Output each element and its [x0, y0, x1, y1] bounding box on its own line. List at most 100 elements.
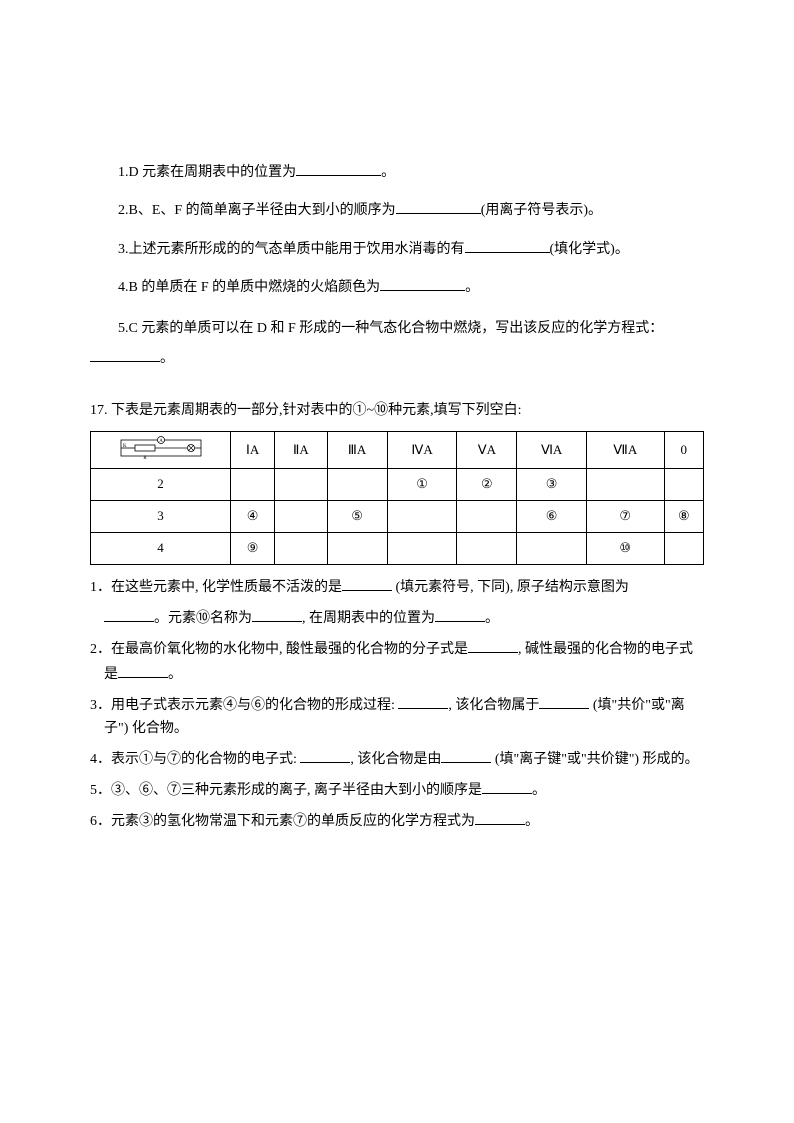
- q4-text-before: 4.B 的单质在 F 的单质中燃烧的火焰颜色为: [118, 280, 380, 295]
- q2-text-after: (用离子符号表示)。: [481, 203, 602, 218]
- sub-question-3: 3．用电子式表示元素④与⑥的化合物的形成过程: , 该化合物属于 (填"共价"或…: [90, 693, 704, 742]
- sub1-text-d: , 在周期表中的位置为: [302, 611, 435, 626]
- cell: ④: [231, 501, 275, 533]
- cell: ⑩: [586, 533, 664, 565]
- q3-blank: [465, 237, 550, 253]
- table-header-row: A R K ⅠA ⅡA ⅢA ⅣA ⅤA ⅥA ⅦA 0: [91, 431, 704, 469]
- q4-blank: [380, 275, 465, 291]
- cell: ②: [457, 469, 517, 501]
- q5-text-before: 5.C 元素的单质可以在 D 和 F 形成的一种气态化合物中燃烧，写出该反应的化…: [118, 321, 663, 336]
- sub2-text-c: 。: [168, 667, 182, 682]
- sub1-text-b: (填元素符号, 下同), 原子结构示意图为: [392, 580, 629, 595]
- table-row: 4 ⑨ ⑩: [91, 533, 704, 565]
- q1-text-before: 1.D 元素在周期表中的位置为: [118, 165, 296, 180]
- cell: ⑦: [586, 501, 664, 533]
- period-cell: 2: [91, 469, 231, 501]
- question-2: 2.B、E、F 的简单离子半径由大到小的顺序为 (用离子符号表示)。: [90, 198, 704, 222]
- question-4: 4.B 的单质在 F 的单质中燃烧的火焰颜色为 。: [90, 275, 704, 299]
- cell: [327, 469, 387, 501]
- cell: ⑥: [517, 501, 587, 533]
- cell: [275, 533, 327, 565]
- q5-blank: [90, 346, 160, 362]
- sub1-text-c: 。元素⑩名称为: [154, 611, 252, 626]
- question-17: 17. 下表是元素周期表的一部分,针对表中的①~⑩种元素,填写下列空白: A R…: [90, 400, 704, 833]
- circuit-diagram-cell: A R K: [91, 431, 231, 469]
- blank: [398, 693, 448, 709]
- blank: [539, 693, 589, 709]
- col-header: ⅦA: [586, 431, 664, 469]
- svg-text:K: K: [123, 444, 127, 449]
- blank: [468, 637, 518, 653]
- col-header: 0: [664, 431, 703, 469]
- cell: [517, 533, 587, 565]
- sub2-text-a: 2．在最高价氧化物的水化物中, 酸性最强的化合物的分子式是: [90, 642, 468, 657]
- sub-question-6: 6．元素③的氢化物常温下和元素⑦的单质反应的化学方程式为 。: [90, 809, 704, 834]
- cell: [457, 501, 517, 533]
- cell: ③: [517, 469, 587, 501]
- blank: [118, 662, 168, 678]
- sub4-text-b: , 该化合物是由: [350, 752, 441, 767]
- cell: ⑨: [231, 533, 275, 565]
- q3-text-before: 3.上述元素所形成的的气态单质中能用于饮用水消毒的有: [118, 242, 465, 257]
- sub-question-1: 1．在这些元素中, 化学性质最不活泼的是 (填元素符号, 下同), 原子结构示意…: [90, 575, 704, 600]
- col-header: ⅤA: [457, 431, 517, 469]
- cell: ①: [387, 469, 457, 501]
- question-5: 5.C 元素的单质可以在 D 和 F 形成的一种气态化合物中燃烧，写出该反应的化…: [90, 314, 704, 376]
- sub-question-2: 2．在最高价氧化物的水化物中, 酸性最强的化合物的分子式是, 碱性最强的化合物的…: [90, 637, 704, 687]
- period-cell: 4: [91, 533, 231, 565]
- blank: [475, 809, 525, 825]
- sub6-text-b: 。: [525, 814, 539, 829]
- blank: [252, 606, 302, 622]
- svg-text:A: A: [159, 439, 163, 444]
- cell: [586, 469, 664, 501]
- sub5-text-b: 。: [532, 783, 546, 798]
- question-1: 1.D 元素在周期表中的位置为 。: [90, 160, 704, 184]
- period-cell: 3: [91, 501, 231, 533]
- circuit-icon: A R K: [111, 432, 211, 462]
- question-3: 3.上述元素所形成的的气态单质中能用于饮用水消毒的有 (填化学式)。: [90, 237, 704, 261]
- blank: [441, 747, 491, 763]
- table-row: 2 ① ② ③: [91, 469, 704, 501]
- q5-text-after: 。: [160, 351, 174, 366]
- sub4-text-a: 4．表示①与⑦的化合物的电子式:: [90, 752, 300, 767]
- svg-text:R: R: [143, 456, 147, 461]
- q3-text-after: (填化学式)。: [550, 242, 629, 257]
- cell: [275, 469, 327, 501]
- sub1-text-e: 。: [485, 611, 499, 626]
- sub3-text-b: , 该化合物属于: [448, 698, 539, 713]
- sub3-text-a: 3．用电子式表示元素④与⑥的化合物的形成过程:: [90, 698, 398, 713]
- q17-header: 17. 下表是元素周期表的一部分,针对表中的①~⑩种元素,填写下列空白:: [90, 400, 704, 422]
- col-header: ⅠA: [231, 431, 275, 469]
- blank: [104, 606, 154, 622]
- blank: [342, 575, 392, 591]
- q1-text-after: 。: [381, 165, 395, 180]
- periodic-table: A R K ⅠA ⅡA ⅢA ⅣA ⅤA ⅥA ⅦA 0: [90, 431, 704, 566]
- table-row: 3 ④ ⑤ ⑥ ⑦ ⑧: [91, 501, 704, 533]
- sub6-text-a: 6．元素③的氢化物常温下和元素⑦的单质反应的化学方程式为: [90, 814, 475, 829]
- cell: [275, 501, 327, 533]
- sub-question-5: 5．③、⑥、⑦三种元素形成的离子, 离子半径由大到小的顺序是 。: [90, 778, 704, 803]
- cell: [664, 533, 703, 565]
- sub4-text-c: (填"离子键"或"共价键") 形成的。: [491, 752, 698, 767]
- cell: [231, 469, 275, 501]
- cell: ⑤: [327, 501, 387, 533]
- cell: [457, 533, 517, 565]
- sub5-text-a: 5．③、⑥、⑦三种元素形成的离子, 离子半径由大到小的顺序是: [90, 783, 482, 798]
- q2-blank: [396, 198, 481, 214]
- sub-question-1-cont: 。元素⑩名称为 , 在周期表中的位置为 。: [90, 606, 704, 631]
- q1-blank: [296, 160, 381, 176]
- blank: [482, 778, 532, 794]
- sub-question-4: 4．表示①与⑦的化合物的电子式: , 该化合物是由 (填"离子键"或"共价键")…: [90, 747, 704, 772]
- cell: [387, 501, 457, 533]
- blank: [300, 747, 350, 763]
- col-header: ⅥA: [517, 431, 587, 469]
- col-header: ⅢA: [327, 431, 387, 469]
- q2-text-before: 2.B、E、F 的简单离子半径由大到小的顺序为: [118, 203, 396, 218]
- cell: [664, 469, 703, 501]
- blank: [435, 606, 485, 622]
- col-header: ⅡA: [275, 431, 327, 469]
- cell: [387, 533, 457, 565]
- col-header: ⅣA: [387, 431, 457, 469]
- sub1-text-a: 1．在这些元素中, 化学性质最不活泼的是: [90, 580, 342, 595]
- q4-text-after: 。: [465, 280, 479, 295]
